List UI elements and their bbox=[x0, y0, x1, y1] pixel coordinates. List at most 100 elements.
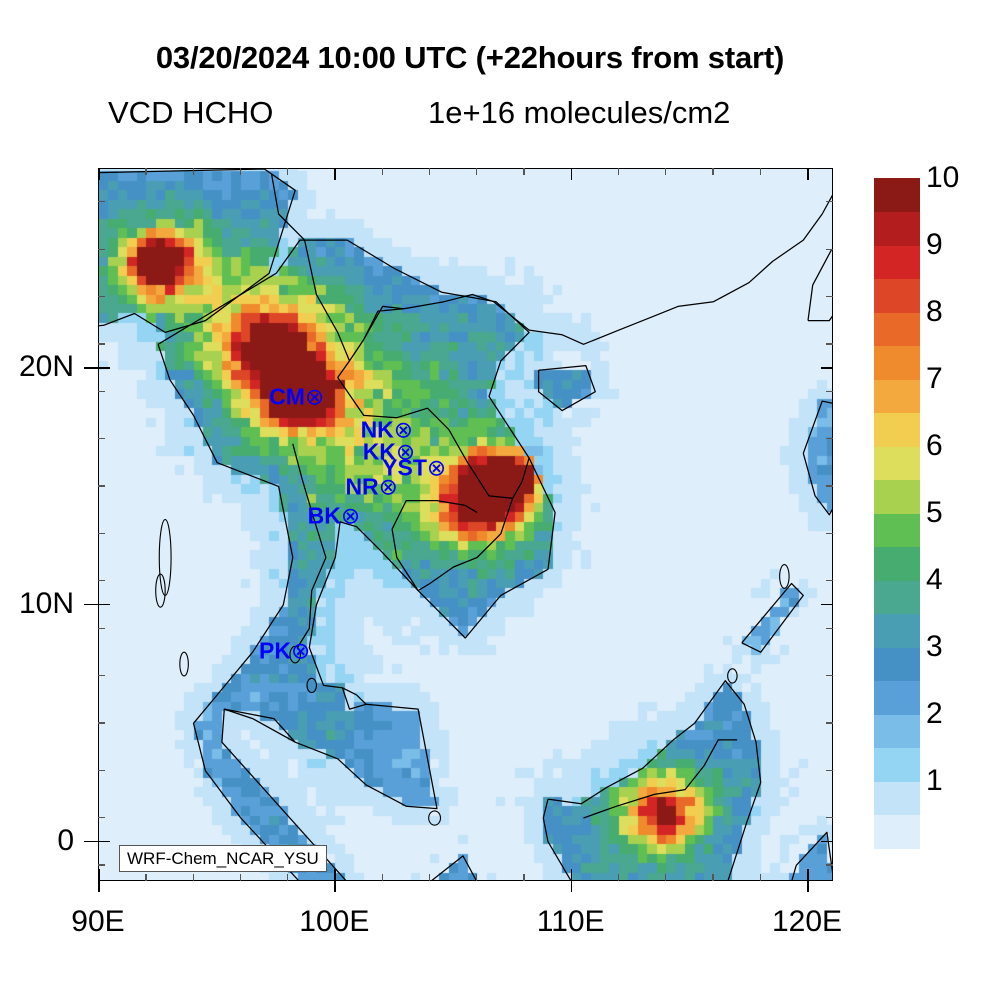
y-tick-minor bbox=[826, 817, 833, 819]
station-label-bk: BK⊗ bbox=[307, 502, 361, 529]
station-label-nr: NR⊗ bbox=[345, 473, 398, 500]
x-axis-label: 110E bbox=[536, 905, 605, 938]
y-tick-minor bbox=[826, 674, 833, 677]
y-tick-minor bbox=[826, 580, 833, 582]
y-tick-minor bbox=[826, 485, 833, 487]
y-tick-minor-left bbox=[98, 295, 105, 298]
x-tick-minor bbox=[712, 874, 714, 881]
y-tick-minor bbox=[826, 248, 833, 250]
station-label-nk: NK⊗ bbox=[361, 418, 414, 441]
station-label-kk: KK⊗ bbox=[363, 438, 416, 465]
x-tick-minor bbox=[287, 874, 289, 881]
x-tick-minor-top bbox=[428, 168, 431, 175]
map-plot-area: CM⊗ NK⊗ KK⊗ YST⊗ NR⊗ BK⊗ PK⊗ WRF-Chem_NCAR_YSU bbox=[98, 168, 833, 881]
colorbar-tick-label: 3 bbox=[926, 630, 943, 663]
y-tick-minor bbox=[826, 722, 833, 724]
colorbar-band bbox=[874, 312, 920, 346]
y-tick-minor-left bbox=[98, 674, 105, 677]
station-code: BK bbox=[307, 502, 341, 529]
x-axis-label: 90E bbox=[71, 905, 125, 938]
colorbar-tick-label: 2 bbox=[926, 697, 943, 730]
station-label-pk: PK⊗ bbox=[259, 637, 311, 664]
x-tick-minor bbox=[192, 874, 194, 881]
colorbar-band bbox=[874, 781, 920, 815]
y-axis-label: 10N bbox=[18, 586, 74, 620]
y-tick-minor bbox=[826, 532, 833, 535]
colorbar-tick-label: 5 bbox=[926, 496, 943, 529]
station-marker-layer: CM⊗ NK⊗ KK⊗ YST⊗ NR⊗ BK⊗ PK⊗ bbox=[99, 169, 832, 880]
y-tick-minor bbox=[826, 201, 833, 203]
colorbar-tick-label: 1 bbox=[926, 764, 943, 797]
y-tick-major-left bbox=[98, 603, 110, 606]
station-label-cm: CM⊗ bbox=[269, 385, 324, 408]
colorbar-band bbox=[874, 814, 920, 849]
y-tick-minor-left bbox=[98, 201, 105, 203]
colorbar-band bbox=[874, 379, 920, 413]
y-tick-minor-left bbox=[98, 438, 105, 440]
station-marker-icon: ⊗ bbox=[291, 637, 311, 664]
x-axis-label: 120E bbox=[771, 905, 843, 938]
variable-label: VCD HCHO bbox=[108, 95, 274, 130]
x-tick-minor-top bbox=[287, 168, 289, 175]
y-tick-minor bbox=[826, 295, 833, 298]
colorbar-band bbox=[874, 747, 920, 782]
colorbar: 1 2 3 4 5 6 7 8 9 10 bbox=[874, 161, 959, 849]
x-tick-minor-top bbox=[239, 168, 242, 175]
x-tick-minor bbox=[523, 874, 525, 881]
colorbar-band bbox=[874, 245, 920, 279]
y-tick-minor-left bbox=[98, 343, 105, 345]
y-tick-minor-left bbox=[98, 817, 105, 819]
station-code: NR bbox=[345, 473, 379, 500]
y-axis-label: 20N bbox=[18, 349, 74, 383]
colorbar-band bbox=[874, 278, 920, 313]
colorbar-band bbox=[874, 546, 920, 581]
colorbar-tick-label: 10 bbox=[926, 161, 960, 194]
y-tick-outer bbox=[84, 366, 98, 369]
x-tick-major-top bbox=[334, 168, 336, 180]
colorbar-band bbox=[874, 580, 920, 614]
hcho-heatmap-canvas bbox=[99, 169, 832, 880]
station-marker-icon: ⊗ bbox=[378, 473, 398, 500]
x-tick-major bbox=[570, 869, 573, 881]
colorbar-tick-label: 6 bbox=[926, 429, 943, 462]
colorbar-tick-label: 9 bbox=[926, 228, 943, 261]
y-tick-minor-left bbox=[98, 864, 105, 866]
y-tick-major-left bbox=[98, 840, 110, 843]
subtitle-row: VCD HCHO 1e+16 molecules/cm2 bbox=[98, 95, 834, 135]
x-tick-outer bbox=[98, 881, 100, 892]
x-tick-minor bbox=[381, 874, 383, 881]
x-tick-minor bbox=[759, 874, 762, 881]
station-marker-icon: ⊗ bbox=[426, 454, 447, 481]
station-marker-icon: ⊗ bbox=[395, 438, 416, 465]
y-tick-minor bbox=[826, 769, 833, 771]
x-tick-minor bbox=[145, 874, 147, 881]
x-tick-major bbox=[807, 869, 809, 881]
colorbar-band bbox=[874, 513, 920, 547]
x-tick-minor-top bbox=[381, 168, 383, 175]
y-tick-minor-left bbox=[98, 580, 105, 582]
y-tick-minor-left bbox=[98, 390, 105, 392]
x-tick-minor bbox=[239, 874, 242, 881]
x-tick-minor-top bbox=[523, 168, 525, 175]
coastline-overlay bbox=[99, 169, 832, 880]
x-tick-minor bbox=[476, 874, 478, 881]
y-tick-outer bbox=[84, 840, 98, 843]
colorbar-band bbox=[874, 647, 920, 681]
colorbar-tick-label: 7 bbox=[926, 362, 943, 395]
y-tick-major bbox=[821, 603, 833, 606]
x-tick-minor bbox=[665, 874, 667, 881]
station-code: NK bbox=[360, 416, 394, 443]
y-tick-minor bbox=[826, 343, 833, 345]
x-tick-major-top bbox=[98, 168, 100, 180]
x-tick-minor-top bbox=[192, 168, 194, 175]
x-tick-major-top bbox=[807, 168, 809, 180]
y-tick-minor-left bbox=[98, 769, 105, 771]
y-tick-major-left bbox=[98, 366, 110, 369]
colorbar-band bbox=[874, 479, 920, 514]
station-marker-icon: ⊗ bbox=[393, 416, 414, 443]
y-tick-minor-left bbox=[98, 485, 105, 487]
colorbar-band bbox=[874, 446, 920, 480]
station-code: PK bbox=[259, 637, 291, 664]
colorbar-band bbox=[874, 613, 920, 648]
station-marker-icon: ⊗ bbox=[304, 383, 325, 410]
